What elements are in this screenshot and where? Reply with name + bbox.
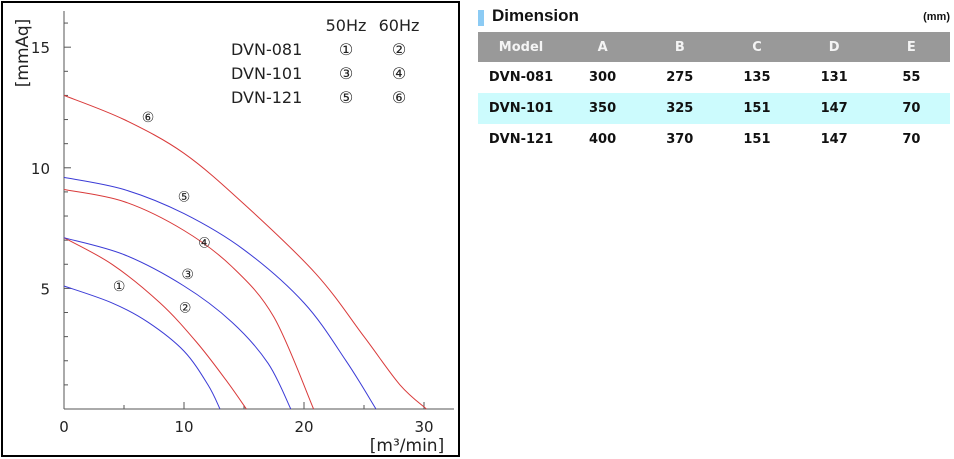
dimension-unit: (mm) xyxy=(923,11,950,23)
series-label: ④ xyxy=(198,236,211,252)
header-model: Model xyxy=(478,32,564,62)
y-tick-label: 15 xyxy=(31,39,50,57)
cell-c: 151 xyxy=(743,132,771,147)
legend-header-60hz: 60Hz xyxy=(379,16,420,35)
legend-model: DVN-121 xyxy=(231,88,302,107)
table-row: DVN-101 350 325 151 147 70 xyxy=(478,93,950,124)
x-tick-label: 0 xyxy=(59,418,69,436)
y-tick-label: 5 xyxy=(40,280,50,298)
cell-e: 70 xyxy=(902,132,921,147)
performance-chart: 5 10 15 0 10 20 30 [mmAq] [m³/min] 50Hz 60Hz DVN-08… xyxy=(13,11,454,455)
series-label: ⑤ xyxy=(178,190,191,206)
table-row: DVN-081 300 275 135 131 55 xyxy=(478,62,950,93)
series-line xyxy=(63,176,377,410)
series-label: ⑥ xyxy=(142,110,155,126)
header-d: D xyxy=(795,32,873,62)
x-tick-label: 30 xyxy=(414,418,433,436)
cell-e: 55 xyxy=(902,70,921,85)
cell-model: DVN-121 xyxy=(488,132,554,147)
performance-chart-panel: 5 10 15 0 10 20 30 [mmAq] [m³/min] 50Hz 60Hz DVN-08… xyxy=(1,1,460,457)
cell-d: 147 xyxy=(820,132,848,147)
cell-a: 350 xyxy=(564,93,642,124)
y-axis-title: [mmAq] xyxy=(13,19,33,88)
x-axis-title: [m³/min] xyxy=(370,436,444,455)
dimension-header: Dimension (mm) xyxy=(478,6,950,28)
table-row: DVN-121 400 370 151 147 70 xyxy=(478,124,950,155)
legend-model: DVN-101 xyxy=(231,64,302,83)
header-e: E xyxy=(872,32,950,62)
x-tick-label: 20 xyxy=(294,418,313,436)
legend-marker-60hz: ② xyxy=(392,40,406,59)
series-line xyxy=(63,237,292,410)
series-line xyxy=(63,189,315,410)
legend-marker-60hz: ④ xyxy=(392,64,406,83)
series-label: ① xyxy=(113,279,126,295)
cell-b: 275 xyxy=(666,70,694,85)
legend-marker-50hz: ① xyxy=(339,40,353,59)
cell-model: DVN-101 xyxy=(478,93,564,124)
cell-a: 300 xyxy=(589,70,617,85)
header-c: C xyxy=(718,32,796,62)
legend-model: DVN-081 xyxy=(231,40,302,59)
cell-model: DVN-081 xyxy=(488,70,554,85)
dimension-panel: Dimension (mm) Model A B C D E DVN-081 3… xyxy=(476,0,954,459)
y-tick-label: 10 xyxy=(31,160,50,178)
cell-c: 151 xyxy=(718,93,796,124)
series-line xyxy=(63,285,221,410)
series-line xyxy=(63,237,247,410)
legend-header-50hz: 50Hz xyxy=(326,16,367,35)
legend-marker-50hz: ③ xyxy=(339,64,353,83)
x-tick-label: 10 xyxy=(174,418,193,436)
cell-c: 135 xyxy=(743,70,771,85)
legend-marker-50hz: ⑤ xyxy=(339,88,353,107)
table-header-row: Model A B C D E xyxy=(478,32,950,62)
header-b: B xyxy=(641,32,719,62)
dimension-table: Model A B C D E DVN-081 300 275 135 131 … xyxy=(478,32,950,155)
series-label: ② xyxy=(179,301,192,317)
cell-d: 147 xyxy=(795,93,873,124)
cell-e: 70 xyxy=(872,93,950,124)
series-line xyxy=(63,94,427,410)
title-accent-bar xyxy=(478,10,484,26)
legend-marker-60hz: ⑥ xyxy=(392,88,406,107)
header-a: A xyxy=(564,32,642,62)
cell-b: 325 xyxy=(641,93,719,124)
series-label: ③ xyxy=(181,267,194,283)
dimension-title: Dimension xyxy=(492,6,579,25)
cell-b: 370 xyxy=(666,132,694,147)
cell-a: 400 xyxy=(589,132,617,147)
cell-d: 131 xyxy=(820,70,848,85)
